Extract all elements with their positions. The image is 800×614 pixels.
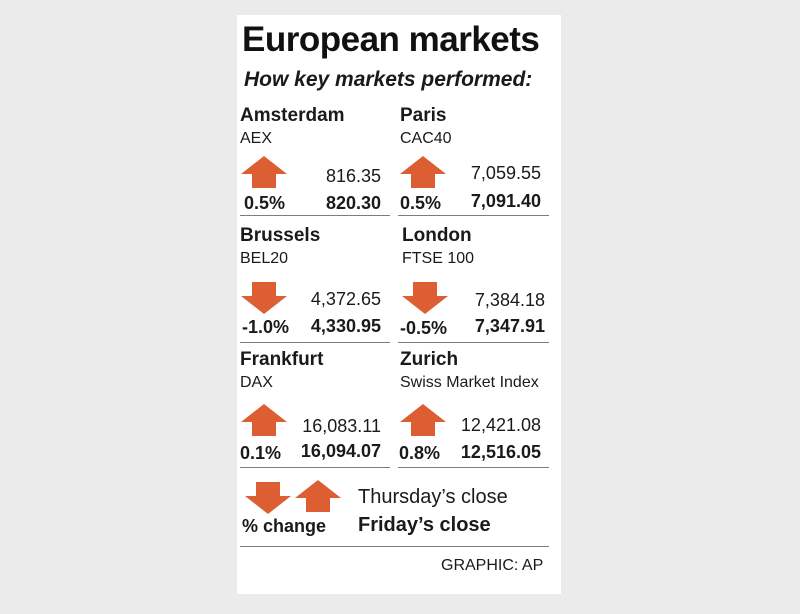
market-name: Amsterdam bbox=[240, 105, 345, 126]
market-index: AEX bbox=[240, 130, 273, 147]
thursday-close-value: 4,372.65 bbox=[310, 289, 381, 309]
friday-close-value: 820.30 bbox=[325, 193, 381, 213]
graphic-card bbox=[237, 15, 561, 594]
divider bbox=[240, 467, 390, 468]
market-name: Frankfurt bbox=[240, 349, 324, 370]
arrow-down-icon bbox=[241, 282, 287, 314]
divider bbox=[240, 342, 390, 343]
thursday-close-value: 7,384.18 bbox=[474, 290, 545, 310]
arrow-up-icon bbox=[295, 480, 341, 512]
market-name: Zurich bbox=[400, 349, 459, 370]
friday-close-value: 4,330.95 bbox=[310, 316, 381, 336]
market-index: BEL20 bbox=[240, 250, 289, 267]
arrow-up-icon bbox=[400, 404, 446, 436]
market-name: Brussels bbox=[240, 225, 321, 246]
page-subtitle: How key markets performed: bbox=[244, 68, 533, 91]
market-index: Swiss Market Index bbox=[400, 374, 539, 391]
market-name: London bbox=[402, 225, 472, 246]
divider bbox=[398, 342, 549, 343]
market-index: CAC40 bbox=[400, 130, 452, 147]
legend-friday-label: Friday’s close bbox=[358, 514, 491, 536]
percent-change: 0.8% bbox=[399, 443, 441, 463]
percent-change: -0.5% bbox=[400, 318, 448, 338]
percent-change: 0.1% bbox=[240, 443, 282, 463]
divider bbox=[398, 467, 549, 468]
market-index: DAX bbox=[240, 374, 273, 391]
percent-change: 0.5% bbox=[400, 193, 442, 213]
friday-close-value: 16,094.07 bbox=[300, 441, 381, 461]
market-name: Paris bbox=[400, 105, 447, 126]
thursday-close-value: 12,421.08 bbox=[460, 415, 541, 435]
friday-close-value: 12,516.05 bbox=[460, 442, 541, 462]
credit-line: GRAPHIC: AP bbox=[441, 557, 544, 574]
thursday-close-value: 16,083.11 bbox=[302, 416, 381, 436]
friday-close-value: 7,091.40 bbox=[470, 191, 541, 211]
market-index: FTSE 100 bbox=[402, 250, 475, 267]
arrow-up-icon bbox=[400, 156, 446, 188]
divider bbox=[398, 215, 549, 216]
thursday-close-value: 7,059.55 bbox=[470, 163, 541, 183]
divider bbox=[240, 215, 390, 216]
arrow-up-icon bbox=[241, 404, 287, 436]
page-title: European markets bbox=[242, 20, 540, 59]
percent-change: 0.5% bbox=[244, 193, 286, 213]
arrow-down-icon bbox=[402, 282, 448, 314]
divider bbox=[240, 546, 549, 547]
arrow-up-icon bbox=[241, 156, 287, 188]
percent-change: -1.0% bbox=[242, 317, 290, 337]
legend-change-label: % change bbox=[242, 516, 327, 536]
arrow-down-icon bbox=[245, 482, 291, 514]
legend-thursday-label: Thursday’s close bbox=[358, 486, 508, 508]
friday-close-value: 7,347.91 bbox=[474, 316, 545, 336]
thursday-close-value: 816.35 bbox=[325, 166, 381, 186]
